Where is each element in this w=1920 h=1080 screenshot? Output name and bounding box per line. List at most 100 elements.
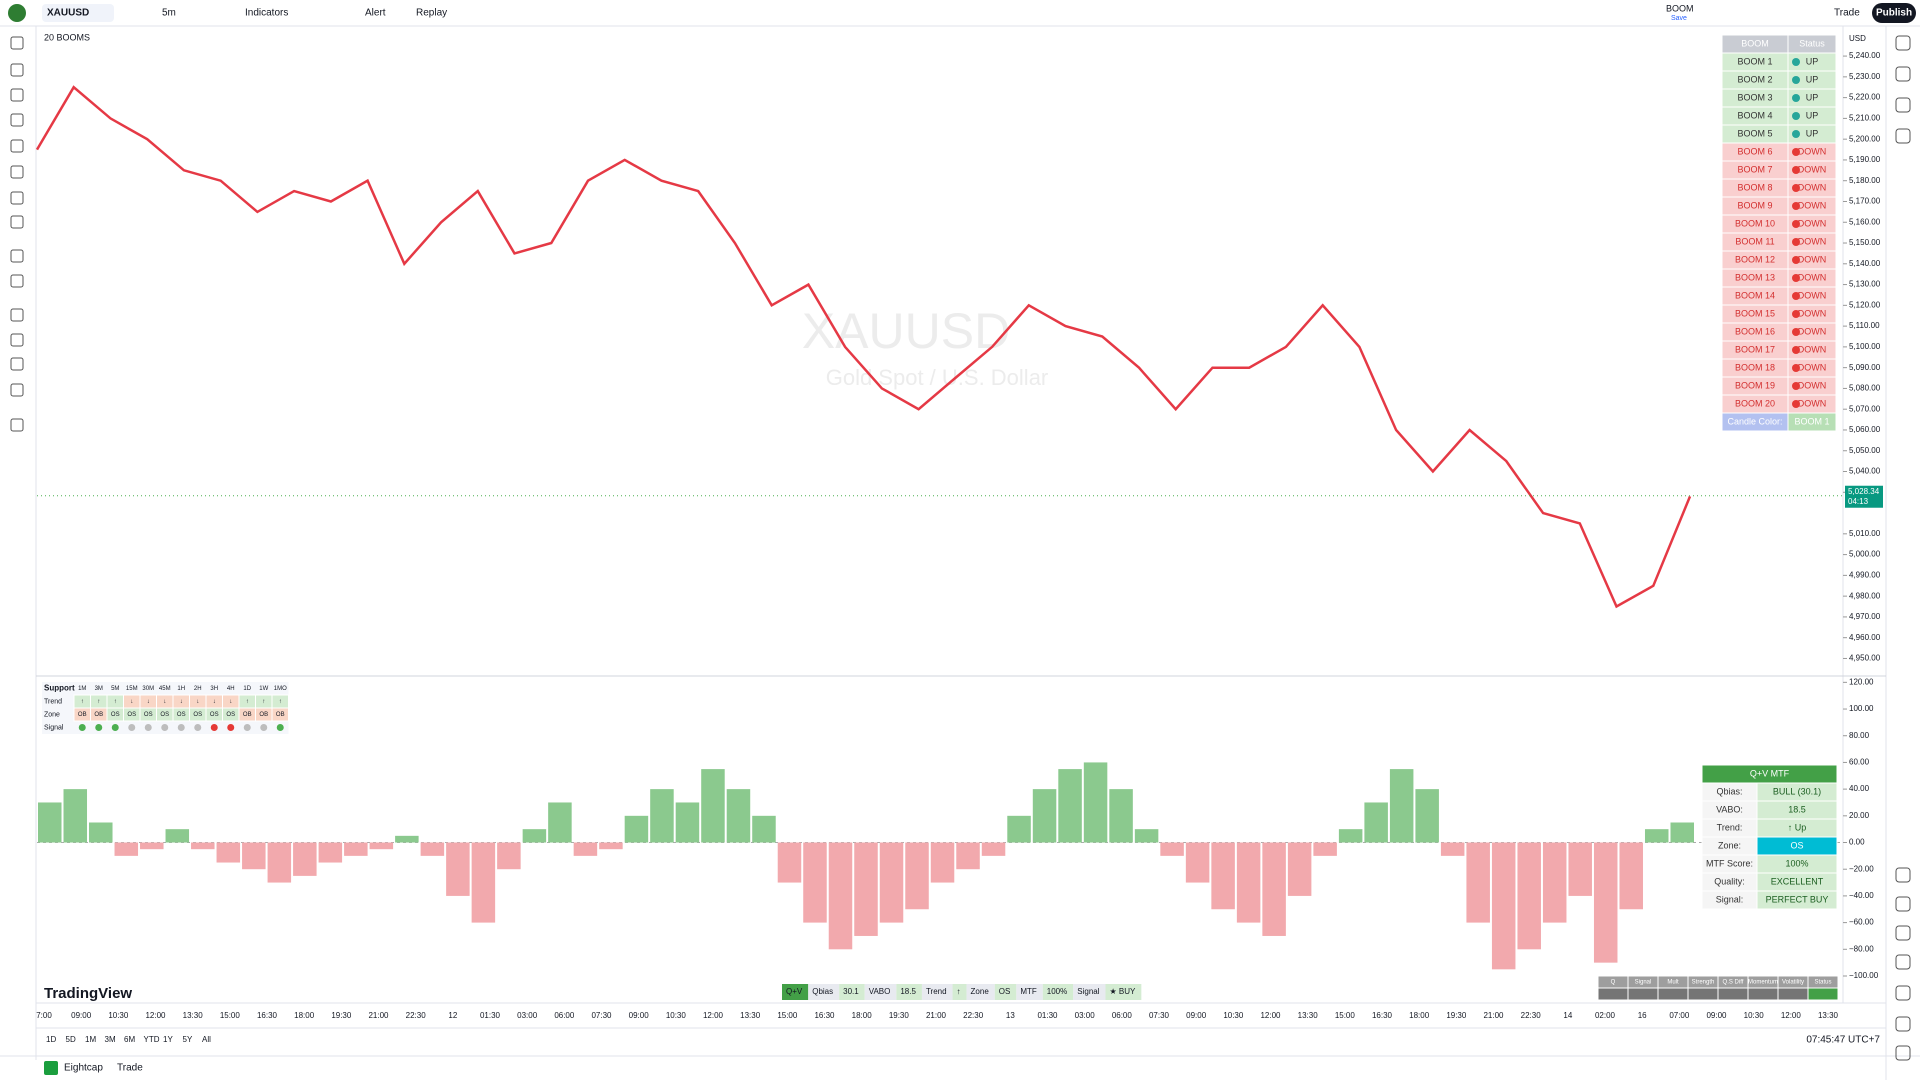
boom-name: BOOM 11 <box>1735 236 1774 246</box>
time-label: 12:00 <box>1781 1011 1802 1020</box>
range-button[interactable]: YTD <box>144 1035 160 1044</box>
layout-name[interactable]: BOOM <box>1666 3 1694 13</box>
side-icon[interactable] <box>1895 985 1911 1001</box>
time-label: 15:00 <box>220 1011 241 1020</box>
osc-bar <box>1568 842 1592 896</box>
side-icon[interactable] <box>1895 97 1911 113</box>
price-tick-label: 5,180.00 <box>1849 176 1881 185</box>
tool-icon[interactable] <box>10 418 24 432</box>
tool-icon[interactable] <box>10 308 24 322</box>
price-tick-label: 5,150.00 <box>1849 238 1881 247</box>
time-label: 18:00 <box>1409 1011 1430 1020</box>
time-label: 09:00 <box>71 1011 92 1020</box>
interval[interactable]: 5m <box>162 8 176 19</box>
footer-trade[interactable]: Trade <box>117 1063 143 1074</box>
broker-name[interactable]: Eightcap <box>64 1063 103 1074</box>
range-button[interactable]: All <box>202 1035 211 1044</box>
replay-button[interactable]: Replay <box>416 8 447 19</box>
range-button[interactable]: 1D <box>46 1035 56 1044</box>
status-item-bg <box>1042 984 1074 1000</box>
clock: 07:45:47 UTC+7 <box>1806 1035 1880 1046</box>
tool-icon[interactable] <box>10 357 24 371</box>
osc-bar <box>1644 829 1669 843</box>
support-timeframe: 4H <box>227 686 235 692</box>
tool-icon[interactable] <box>10 139 24 153</box>
tool-icon[interactable] <box>10 249 24 263</box>
side-icon[interactable] <box>1895 954 1911 970</box>
boom-name: BOOM 15 <box>1735 308 1775 318</box>
tool-icon[interactable] <box>10 165 24 179</box>
osc-bar <box>828 842 853 950</box>
range-button[interactable]: 1M <box>85 1035 96 1044</box>
boom-name: BOOM 6 <box>1737 146 1772 156</box>
osc-bar <box>777 842 802 883</box>
side-icon[interactable] <box>1895 867 1911 883</box>
range-button[interactable]: 6M <box>124 1035 135 1044</box>
symbol[interactable]: XAUUSD <box>47 8 89 19</box>
tool-icon[interactable] <box>10 274 24 288</box>
boom-name: BOOM 1 <box>1737 56 1772 66</box>
tool-icon[interactable] <box>10 36 24 50</box>
tool-icon[interactable] <box>10 113 24 127</box>
support-cell: ↓ <box>163 699 166 705</box>
tool-icon[interactable] <box>10 88 24 102</box>
support-cell: OS <box>226 712 235 718</box>
osc-tick-label: −80.00 <box>1849 944 1874 953</box>
range-button[interactable]: 5Y <box>183 1035 193 1044</box>
osc-bar <box>1338 829 1363 843</box>
tool-icon[interactable] <box>10 215 24 229</box>
status-item: Zone <box>971 987 990 996</box>
boom-status: DOWN <box>1798 164 1827 174</box>
support-cell: ↑ <box>246 699 249 705</box>
currency[interactable]: USD <box>1849 34 1866 43</box>
osc-bar <box>1313 842 1337 856</box>
boom-header: BOOM <box>1741 38 1769 48</box>
status-item-bg <box>808 984 840 1000</box>
side-icon[interactable] <box>1895 925 1911 941</box>
support-cell: ↓ <box>229 699 232 705</box>
user-avatar[interactable] <box>8 4 26 22</box>
symbol-box[interactable] <box>42 4 114 22</box>
price-tick-label: 5,240.00 <box>1849 51 1881 60</box>
osc-bar <box>1364 802 1388 843</box>
side-icon[interactable] <box>1895 1016 1911 1032</box>
osc-bar <box>1619 842 1643 910</box>
support-signal <box>144 724 152 731</box>
price-tick-label: 5,200.00 <box>1849 134 1881 143</box>
side-icon[interactable] <box>1895 128 1911 144</box>
status-dot <box>1792 130 1800 138</box>
tool-icon[interactable] <box>10 63 24 77</box>
range-button[interactable]: 5D <box>66 1035 76 1044</box>
osc-bar <box>242 842 266 870</box>
boom-name: BOOM 4 <box>1737 110 1772 120</box>
layout-save[interactable]: Save <box>1671 15 1687 22</box>
indicator-legend[interactable]: 20 BOOMS <box>44 32 90 42</box>
range-button[interactable]: 3M <box>105 1035 116 1044</box>
status-dot <box>1792 364 1800 372</box>
publish-button[interactable]: Publish <box>1876 8 1912 19</box>
status-item-bg <box>1016 984 1043 1000</box>
trade-button[interactable]: Trade <box>1834 8 1860 19</box>
alert-button[interactable]: Alert <box>365 8 386 19</box>
price-tick-label: 4,970.00 <box>1849 612 1881 621</box>
indicators-button[interactable]: Indicators <box>245 8 288 19</box>
stats-header: Mult <box>1667 980 1679 986</box>
side-icon[interactable] <box>1895 1045 1911 1061</box>
osc-bar <box>803 842 827 923</box>
side-icon[interactable] <box>1895 896 1911 912</box>
range-button[interactable]: 1Y <box>163 1035 173 1044</box>
tool-icon[interactable] <box>10 383 24 397</box>
publish-pill[interactable] <box>1872 3 1916 23</box>
status-item: 30.1 <box>843 987 859 996</box>
price-tick-label: 5,220.00 <box>1849 93 1881 102</box>
osc-bar <box>548 802 572 843</box>
side-icon[interactable] <box>1895 66 1911 82</box>
tool-icon[interactable] <box>10 191 24 205</box>
side-icon[interactable] <box>1895 35 1911 51</box>
boom-status: UP <box>1806 56 1819 66</box>
status-dot <box>1792 292 1800 300</box>
tool-icon[interactable] <box>10 333 24 347</box>
osc-bar <box>216 842 241 863</box>
support-timeframe: 45M <box>159 686 171 692</box>
osc-bar <box>1491 842 1516 970</box>
